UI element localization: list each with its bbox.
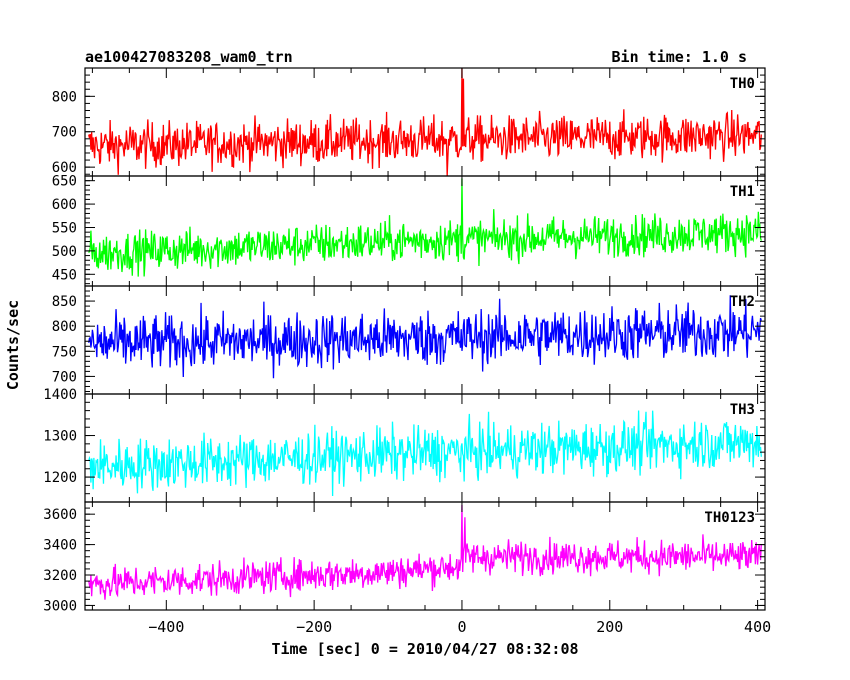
panel-th0123: 3000 3200 3400 3600 TH0123 −400 −200 0 200 400 bbox=[43, 501, 771, 636]
bin-time-label: Bin time: 1.0 s bbox=[612, 48, 747, 66]
series-name-label: TH1 bbox=[730, 184, 755, 200]
y-tick-label: 500 bbox=[52, 244, 77, 260]
y-tick-label: 850 bbox=[52, 294, 77, 310]
y-tick-label: 550 bbox=[52, 220, 77, 236]
series-name-label: TH0123 bbox=[704, 510, 755, 526]
y-tick-label: 800 bbox=[52, 89, 77, 105]
x-tick-label: 0 bbox=[457, 618, 466, 636]
y-axis-label: Counts/sec bbox=[4, 300, 22, 390]
chart-title: ae100427083208_wam0_trn bbox=[85, 48, 293, 66]
series-name-label: TH2 bbox=[730, 294, 755, 310]
x-tick-label: 200 bbox=[596, 618, 623, 636]
y-tick-label: 1200 bbox=[43, 470, 77, 486]
panel-th1: 450 500 550 600 650 TH1 bbox=[52, 174, 766, 287]
y-tick-label: 450 bbox=[52, 267, 77, 283]
y-tick-label: 3400 bbox=[43, 538, 77, 554]
y-tick-label: 3000 bbox=[43, 598, 77, 614]
y-tick-label: 700 bbox=[52, 369, 77, 385]
y-tick-label: 1300 bbox=[43, 429, 77, 445]
panels-group: 600700800TH0450500550600650TH17007508008… bbox=[43, 67, 771, 636]
panel-th0: 600 700 800 TH0 bbox=[52, 67, 766, 177]
y-tick-label: 700 bbox=[52, 125, 77, 141]
panel-frame bbox=[84, 175, 766, 287]
x-tick-label: 400 bbox=[744, 618, 771, 636]
series-line-th1 bbox=[88, 178, 762, 277]
y-tick-label: 750 bbox=[52, 344, 77, 360]
series-name-label: TH0 bbox=[730, 76, 755, 92]
x-axis-label: Time [sec] 0 = 2010/04/27 08:32:08 bbox=[271, 640, 578, 658]
y-tick-label: 1400 bbox=[43, 387, 77, 403]
y-tick-label: 600 bbox=[52, 197, 77, 213]
series-line-th0 bbox=[88, 68, 762, 176]
y-tick-label: 3600 bbox=[43, 507, 77, 523]
y-tick-label: 600 bbox=[52, 160, 77, 176]
x-tick-label: −200 bbox=[296, 618, 332, 636]
panel-th3: 1200 1300 1400 TH3 bbox=[43, 387, 766, 503]
series-line-th3 bbox=[88, 410, 762, 497]
series-line-th0123 bbox=[88, 505, 762, 600]
y-tick-label: 800 bbox=[52, 319, 77, 335]
y-tick-label: 650 bbox=[52, 174, 77, 190]
panel-th2: 700 750 800 850 TH2 bbox=[52, 285, 766, 395]
series-line-th2 bbox=[88, 295, 762, 379]
x-tick-label: −400 bbox=[148, 618, 184, 636]
series-name-label: TH3 bbox=[730, 402, 755, 418]
y-tick-label: 3200 bbox=[43, 568, 77, 584]
